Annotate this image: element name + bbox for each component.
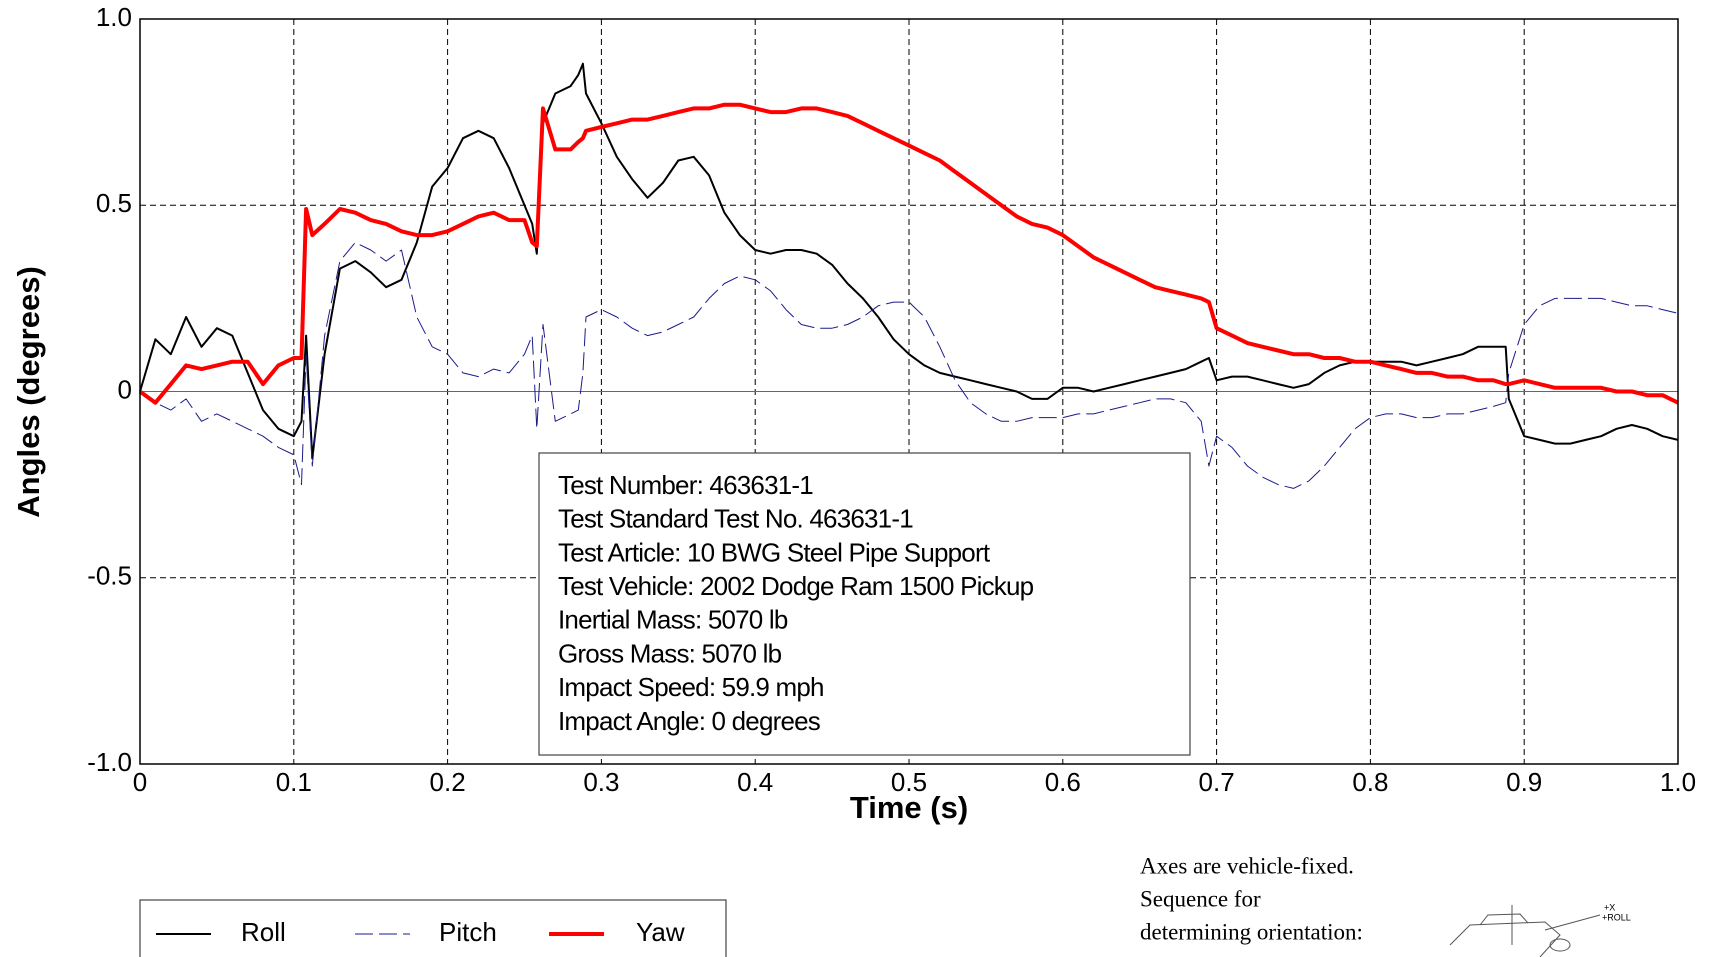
x-tick-label: 0.5 bbox=[891, 767, 927, 797]
icon-x-axis bbox=[1544, 914, 1601, 931]
annotation-line: Gross Mass: 5070 lb bbox=[558, 638, 782, 668]
icon-label: +X bbox=[1604, 902, 1615, 912]
y-tick-label: 1.0 bbox=[96, 2, 132, 32]
legend-label: Roll bbox=[241, 917, 286, 947]
icon-label: +ROLL bbox=[1602, 912, 1631, 922]
x-tick-label: 0 bbox=[133, 767, 147, 797]
series-line bbox=[139, 62, 1679, 460]
icon-cab bbox=[1479, 913, 1529, 926]
x-tick-label: 0.3 bbox=[583, 767, 619, 797]
y-tick-label: 0.5 bbox=[96, 188, 132, 218]
legend-label: Pitch bbox=[439, 917, 497, 947]
note-line: Sequence for bbox=[1140, 886, 1261, 911]
y-tick-label: -1.0 bbox=[87, 747, 132, 777]
vehicle-icon: +X +ROLL bbox=[1449, 902, 1631, 957]
plot-lines bbox=[138, 62, 1679, 489]
note-line: Axes are vehicle-fixed. bbox=[1140, 853, 1354, 878]
note-line: Yaw bbox=[1140, 952, 1182, 957]
annotation-frame bbox=[538, 452, 1191, 756]
x-tick-label: 0.8 bbox=[1352, 767, 1388, 797]
legend-frame bbox=[139, 899, 727, 957]
series-line bbox=[138, 102, 1679, 405]
annotation-line: Test Standard Test No. 463631-1 bbox=[558, 504, 913, 534]
plot-frame bbox=[139, 18, 1679, 765]
x-tick-label: 0.2 bbox=[430, 767, 466, 797]
annotation-line: Test Article: 10 BWG Steel Pipe Support bbox=[558, 537, 991, 567]
note-line: determining orientation: bbox=[1140, 919, 1363, 944]
y-tick-label: 0 bbox=[118, 374, 132, 404]
annotation-line: Test Vehicle: 2002 Dodge Ram 1500 Pickup bbox=[558, 571, 1034, 601]
y-tick-label: -0.5 bbox=[87, 561, 132, 591]
icon-wheel bbox=[1549, 938, 1571, 952]
icon-body bbox=[1449, 921, 1561, 957]
legend-label: Yaw bbox=[636, 917, 685, 947]
x-tick-label: 0.4 bbox=[737, 767, 773, 797]
x-tick-label: 1.0 bbox=[1660, 767, 1696, 797]
x-axis-title: Time (s) bbox=[850, 790, 968, 825]
y-axis-title: Angles (degrees) bbox=[11, 266, 46, 518]
series-line bbox=[139, 242, 1679, 489]
annotation-box: Test Number: 463631-1 Test Standard Test … bbox=[538, 452, 1191, 756]
x-tick-label: 0.7 bbox=[1199, 767, 1235, 797]
annotation-line: Test Number: 463631-1 bbox=[558, 470, 813, 500]
annotation-line: Impact Speed: 59.9 mph bbox=[558, 672, 824, 702]
annotation-line: Impact Angle: 0 degrees bbox=[558, 706, 821, 736]
x-tick-label: 0.6 bbox=[1045, 767, 1081, 797]
annotation-line: Inertial Mass: 5070 lb bbox=[558, 605, 788, 635]
x-tick-label: 0.9 bbox=[1506, 767, 1542, 797]
legend: Roll Pitch Yaw bbox=[139, 899, 727, 957]
note: Axes are vehicle-fixed. Sequence for deter… bbox=[1140, 853, 1363, 957]
x-tick-label: 0.1 bbox=[276, 767, 312, 797]
